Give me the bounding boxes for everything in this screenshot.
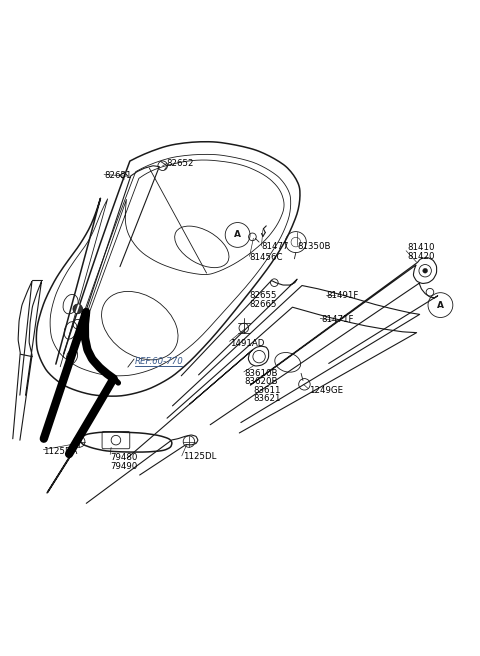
Circle shape [423,268,428,273]
Text: 1125DA: 1125DA [43,447,78,456]
Text: 82651: 82651 [104,171,132,180]
Text: 79490: 79490 [110,462,137,471]
Text: 82665: 82665 [250,300,277,308]
Text: 82655: 82655 [250,291,277,300]
Text: 81420: 81420 [407,252,434,261]
Text: 83621: 83621 [253,394,280,403]
Text: 81477: 81477 [262,242,289,251]
Circle shape [73,304,83,314]
Text: 1491AD: 1491AD [230,338,265,348]
Text: 83611: 83611 [253,386,280,394]
Text: 82652: 82652 [166,159,193,168]
Text: 83610B: 83610B [245,369,278,378]
Text: 81350B: 81350B [297,242,331,251]
Text: A: A [437,300,444,310]
Text: 81471F: 81471F [321,315,354,324]
Text: 81456C: 81456C [250,253,283,262]
Text: 83620B: 83620B [245,377,278,386]
Text: 81410: 81410 [407,243,434,253]
Text: A: A [234,230,241,239]
Text: 79480: 79480 [110,453,138,462]
Text: 1125DL: 1125DL [183,453,216,461]
Text: 1249GE: 1249GE [309,386,343,394]
Text: 81491F: 81491F [326,291,358,300]
Text: REF.60-770: REF.60-770 [135,357,184,366]
